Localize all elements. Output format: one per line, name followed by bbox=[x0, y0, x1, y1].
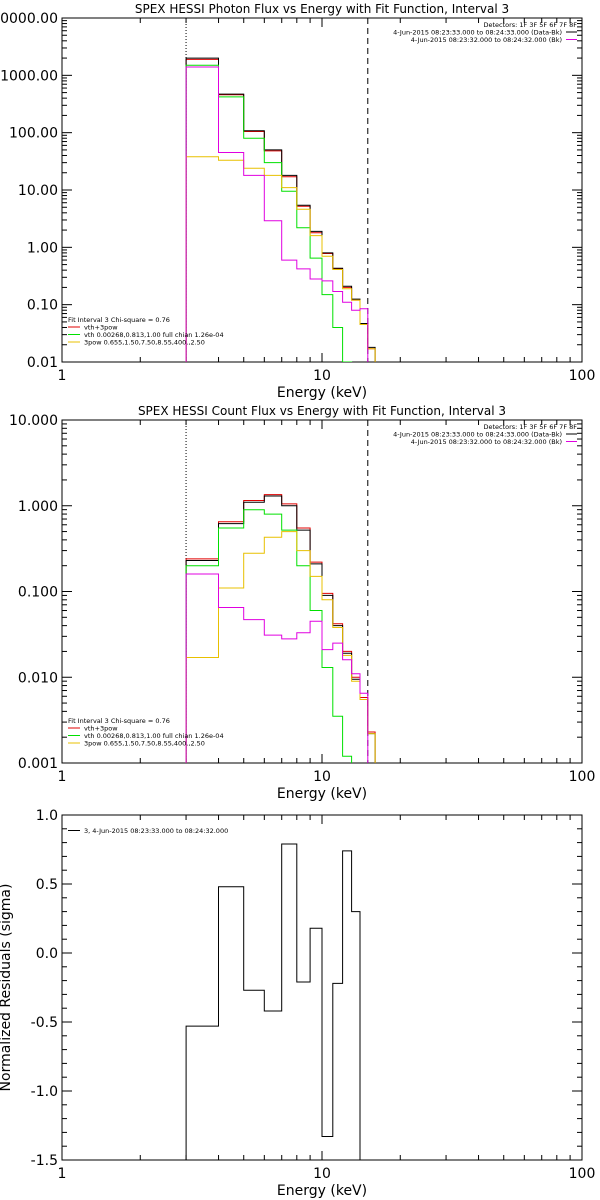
series-line-green bbox=[185, 509, 353, 763]
chart-panel-2: SPEX HESSI Count Flux vs Energy with Fit… bbox=[9, 404, 595, 802]
chart-panel-1: SPEX HESSI Photon Flux vs Energy with Fi… bbox=[0, 2, 595, 401]
legend-header: Fit Interval 3 Chi-square = 0.76 bbox=[68, 316, 170, 324]
y-tick-label: 0.001 bbox=[18, 756, 58, 772]
info-line: 4-Jun-2015 08:23:32.000 to 08:24:32.000 … bbox=[411, 36, 562, 44]
detector-info: Detectors: 1F 3F 5F 6F 7F 8F4-Jun-2015 0… bbox=[393, 21, 577, 44]
y-tick-label: 0.10 bbox=[27, 298, 58, 314]
legend: Fit Interval 3 Chi-square = 0.76vth+3pow… bbox=[68, 316, 224, 347]
x-axis-label: Energy (keV) bbox=[277, 1183, 367, 1199]
y-tick-label: 1.00 bbox=[27, 240, 58, 256]
legend-entry: vth+3pow bbox=[84, 725, 118, 733]
series-line-magenta bbox=[185, 66, 369, 362]
legend: Fit Interval 3 Chi-square = 0.76vth+3pow… bbox=[68, 717, 224, 748]
series-group bbox=[185, 494, 376, 763]
chart-title: SPEX HESSI Photon Flux vs Energy with Fi… bbox=[135, 2, 509, 16]
series-line-green bbox=[185, 64, 353, 362]
info-line: Detectors: 1F 3F 5F 6F 7F 8F bbox=[483, 423, 577, 431]
detector-info: Detectors: 1F 3F 5F 6F 7F 8F4-Jun-2015 0… bbox=[393, 423, 577, 446]
plot-frame bbox=[61, 17, 583, 363]
x-tick-label: 100 bbox=[569, 368, 596, 384]
legend-entry: 3, 4-Jun-2015 08:23:33.000 to 08:24:32.0… bbox=[84, 827, 228, 835]
y-tick-label: 10.000 bbox=[9, 413, 58, 429]
y-tick-label: 0.100 bbox=[18, 585, 58, 601]
legend-entry: 3pow 0.655,1.50,7.50,8.55,400.,2.50 bbox=[84, 339, 205, 347]
y-tick-label: -0.5 bbox=[31, 1015, 58, 1031]
x-tick-label: 10 bbox=[313, 769, 331, 785]
y-tick-label: 0.01 bbox=[27, 355, 58, 371]
legend-header: Fit Interval 3 Chi-square = 0.76 bbox=[68, 717, 170, 725]
y-tick-label: 1.0 bbox=[36, 808, 58, 824]
series-line-total bbox=[185, 843, 361, 1160]
series-line-total bbox=[185, 57, 376, 362]
series-line-red bbox=[185, 494, 376, 763]
series-group bbox=[185, 843, 361, 1160]
x-axis-label: Energy (keV) bbox=[277, 786, 367, 802]
legend-entry: vth 0.00268,0.813,1.00 full chian 1.26e-… bbox=[84, 732, 224, 740]
legend-entry: vth+3pow bbox=[84, 324, 118, 332]
x-tick-label: 10 bbox=[313, 368, 331, 384]
legend-entry: vth 0.00268,0.813,1.00 full chian 1.26e-… bbox=[84, 331, 224, 339]
series-line-magenta bbox=[185, 573, 369, 763]
legend-entry: 3pow 0.655,1.50,7.50,8.55,400.,2.50 bbox=[84, 740, 205, 748]
x-tick-label: 1 bbox=[58, 769, 67, 785]
y-tick-label: 1000.00 bbox=[0, 68, 58, 84]
x-tick-label: 1 bbox=[58, 368, 67, 384]
x-axis-label: Energy (keV) bbox=[277, 385, 367, 401]
info-line: 4-Jun-2015 08:23:32.000 to 08:24:32.000 … bbox=[411, 438, 562, 446]
chart-title: SPEX HESSI Count Flux vs Energy with Fit… bbox=[138, 404, 506, 418]
y-tick-label: 0.0 bbox=[36, 946, 58, 962]
x-tick-label: 1 bbox=[58, 1166, 67, 1182]
y-tick-label: 100.00 bbox=[9, 126, 58, 142]
info-line: Detectors: 1F 3F 5F 6F 7F 8F bbox=[483, 21, 577, 29]
legend: 3, 4-Jun-2015 08:23:33.000 to 08:24:32.0… bbox=[68, 827, 228, 835]
info-line: 4-Jun-2015 08:23:33.000 to 08:24:33.000 … bbox=[393, 431, 562, 439]
y-tick-label: 0.5 bbox=[36, 877, 58, 893]
y-tick-label: 10000.00 bbox=[0, 11, 58, 27]
series-line-red bbox=[185, 58, 376, 362]
series-line-total bbox=[185, 495, 376, 763]
y-tick-label: 1.000 bbox=[18, 499, 58, 515]
x-tick-label: 100 bbox=[569, 769, 596, 785]
x-tick-label: 10 bbox=[313, 1166, 331, 1182]
y-tick-label: 10.00 bbox=[18, 183, 58, 199]
y-tick-label: -1.5 bbox=[31, 1153, 58, 1169]
y-tick-label: 0.010 bbox=[18, 670, 58, 686]
y-tick-label: -1.0 bbox=[31, 1084, 58, 1100]
series-group bbox=[185, 57, 376, 362]
x-tick-label: 100 bbox=[569, 1166, 596, 1182]
y-axis-label: Normalized Residuals (sigma) bbox=[0, 884, 14, 1092]
info-line: 4-Jun-2015 08:23:33.000 to 08:24:33.000 … bbox=[393, 29, 562, 37]
chart-panel-3: 1 10 100 Energy (keV) -1.5 -1.0 -0.5 0.0 0.5 1.0 N… bbox=[0, 808, 595, 1199]
series-line-yellow bbox=[185, 531, 376, 763]
